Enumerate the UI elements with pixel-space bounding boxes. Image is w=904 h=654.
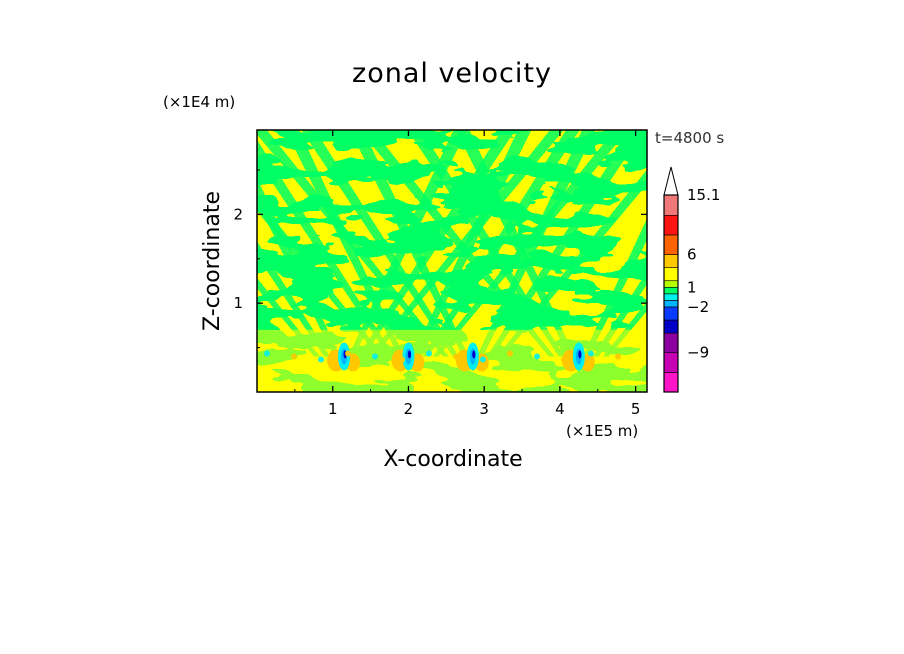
colorbar: 15.1 6 1 −2 −9 bbox=[663, 166, 720, 393]
small-anomaly bbox=[534, 353, 540, 360]
x-tick-label: 1 bbox=[328, 400, 338, 418]
small-anomaly bbox=[318, 356, 324, 363]
small-anomaly bbox=[615, 353, 621, 360]
colorbar-swatch bbox=[663, 254, 679, 268]
chart-title: zonal velocity bbox=[352, 58, 552, 89]
colorbar-swatch bbox=[663, 300, 679, 308]
wave-streak bbox=[582, 218, 647, 357]
small-anomaly bbox=[453, 353, 459, 360]
x-axis: 1 2 3 4 5 bbox=[294, 130, 641, 418]
colorbar-swatch bbox=[663, 280, 679, 288]
small-anomaly bbox=[291, 353, 297, 360]
wave-streak bbox=[301, 130, 459, 357]
colorbar-label: 1 bbox=[687, 278, 697, 296]
small-anomaly bbox=[588, 350, 594, 357]
wave-streak bbox=[407, 130, 565, 357]
anomaly-core bbox=[407, 350, 412, 359]
small-anomaly bbox=[399, 356, 405, 363]
colorbar-frame bbox=[663, 194, 679, 393]
colorbar-swatch bbox=[663, 194, 679, 216]
time-label: t=4800 s bbox=[655, 129, 725, 147]
colorbar-swatch bbox=[663, 286, 679, 295]
colorbar-label: −9 bbox=[687, 344, 709, 362]
colorbar-label: 6 bbox=[687, 246, 697, 264]
colorbar-swatch bbox=[663, 352, 679, 373]
x-tick-label: 5 bbox=[631, 400, 641, 418]
anomaly-core bbox=[578, 350, 582, 359]
y-axis-unit: (×1E4 m) bbox=[163, 93, 236, 111]
colorbar-label: −2 bbox=[687, 298, 709, 316]
x-tick-label: 3 bbox=[479, 400, 489, 418]
wave-streak bbox=[359, 130, 555, 357]
wave-streak bbox=[455, 130, 575, 357]
x-tick-label: 2 bbox=[404, 400, 414, 418]
plot-frame bbox=[256, 129, 648, 393]
y-axis-label: Z-coordinate bbox=[200, 191, 225, 331]
wave-streak bbox=[257, 130, 449, 357]
y-tick-label: 2 bbox=[233, 205, 243, 223]
colorbar-swatch bbox=[663, 267, 679, 282]
colorbar-overflow-triangle bbox=[663, 166, 679, 196]
colorbar-swatch bbox=[663, 372, 679, 393]
colorbar-label: 15.1 bbox=[687, 186, 720, 204]
x-tick-label: 4 bbox=[555, 400, 565, 418]
x-axis-label: X-coordinate bbox=[0, 447, 904, 472]
colorbar-swatch bbox=[663, 234, 679, 255]
wave-streak bbox=[257, 139, 395, 357]
colorbar-swatch bbox=[663, 214, 679, 236]
wave-streak bbox=[285, 130, 405, 357]
small-anomaly bbox=[480, 356, 486, 363]
wave-streak bbox=[422, 130, 580, 357]
small-anomaly bbox=[561, 356, 567, 363]
colorbar-swatch bbox=[663, 319, 679, 334]
y-tick-label: 1 bbox=[233, 294, 243, 312]
colorbar-swatch bbox=[663, 332, 679, 354]
velocity-field bbox=[257, 130, 647, 392]
small-anomaly bbox=[264, 350, 270, 357]
wave-streak bbox=[349, 130, 469, 357]
colorbar-swatch bbox=[663, 306, 679, 321]
colorbar-swatch bbox=[663, 293, 679, 301]
y-axis: 12 bbox=[233, 169, 647, 349]
small-anomaly bbox=[372, 353, 378, 360]
small-anomaly bbox=[426, 350, 432, 357]
small-anomaly bbox=[507, 350, 513, 357]
anomaly-core bbox=[472, 350, 476, 359]
x-axis-label-text: X-coordinate bbox=[383, 447, 523, 472]
wave-streak bbox=[257, 177, 341, 357]
x-axis-unit: (×1E5 m) bbox=[566, 422, 639, 440]
wave-streak bbox=[257, 241, 331, 357]
small-anomaly bbox=[345, 350, 351, 357]
wave-streak bbox=[257, 197, 385, 357]
